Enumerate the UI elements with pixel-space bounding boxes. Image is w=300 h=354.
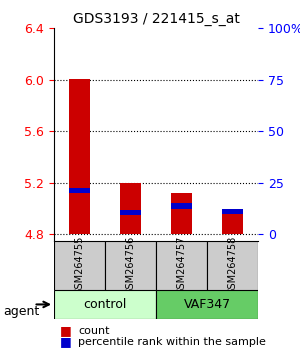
Text: GSM264757: GSM264757 <box>176 236 187 295</box>
Text: ■: ■ <box>60 325 72 337</box>
FancyBboxPatch shape <box>105 241 156 290</box>
Text: count: count <box>78 326 110 336</box>
Bar <box>222 209 243 214</box>
FancyBboxPatch shape <box>156 241 207 290</box>
Text: percentile rank within the sample: percentile rank within the sample <box>78 337 266 347</box>
FancyBboxPatch shape <box>156 290 258 319</box>
Bar <box>120 183 141 234</box>
Text: ■: ■ <box>60 335 72 348</box>
Bar <box>171 204 192 209</box>
Bar <box>69 188 90 193</box>
FancyBboxPatch shape <box>54 241 105 290</box>
Text: GSM264756: GSM264756 <box>125 236 136 295</box>
Bar <box>171 193 192 234</box>
Text: agent: agent <box>3 305 39 318</box>
Text: GSM264758: GSM264758 <box>227 236 238 295</box>
FancyBboxPatch shape <box>207 241 258 290</box>
FancyBboxPatch shape <box>54 290 156 319</box>
Text: GSM264755: GSM264755 <box>74 236 85 295</box>
Bar <box>69 79 90 234</box>
Text: control: control <box>83 298 127 311</box>
Bar <box>120 210 141 215</box>
Title: GDS3193 / 221415_s_at: GDS3193 / 221415_s_at <box>73 12 239 26</box>
Text: VAF347: VAF347 <box>183 298 231 311</box>
Bar <box>222 212 243 234</box>
